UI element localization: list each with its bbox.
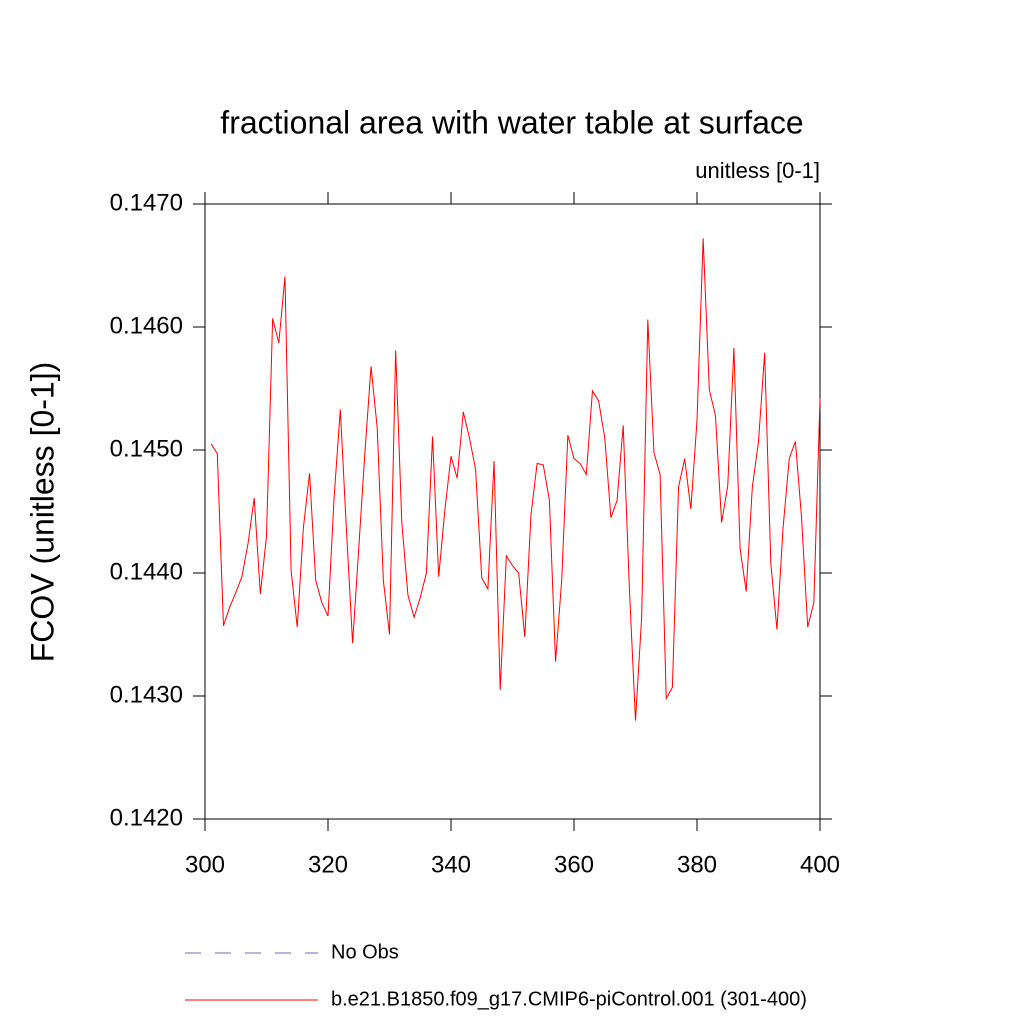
y-tick-label: 0.1430 [110, 681, 183, 708]
chart-title: fractional area with water table at surf… [220, 104, 803, 140]
x-tick-label: 340 [431, 851, 471, 878]
x-tick-label: 300 [185, 851, 225, 878]
x-tick-label: 400 [800, 851, 840, 878]
x-tick-label: 360 [554, 851, 594, 878]
plot-frame [204, 203, 821, 820]
data-line [210, 238, 821, 721]
legend-label: No Obs [331, 941, 399, 963]
y-tick-label: 0.1460 [110, 312, 183, 339]
y-tick-label: 0.1470 [110, 189, 183, 216]
y-axis-label: FCOV (unitless [0-1]) [24, 362, 60, 663]
y-tick-label: 0.1440 [110, 558, 183, 585]
chart-subtitle: unitless [0-1] [695, 158, 820, 183]
y-tick-label: 0.1450 [110, 435, 183, 462]
x-tick-label: 380 [677, 851, 717, 878]
y-tick-label: 0.1420 [110, 804, 183, 831]
legend-label: b.e21.B1850.f09_g17.CMIP6-piControl.001 … [331, 988, 807, 1010]
x-tick-label: 320 [308, 851, 348, 878]
